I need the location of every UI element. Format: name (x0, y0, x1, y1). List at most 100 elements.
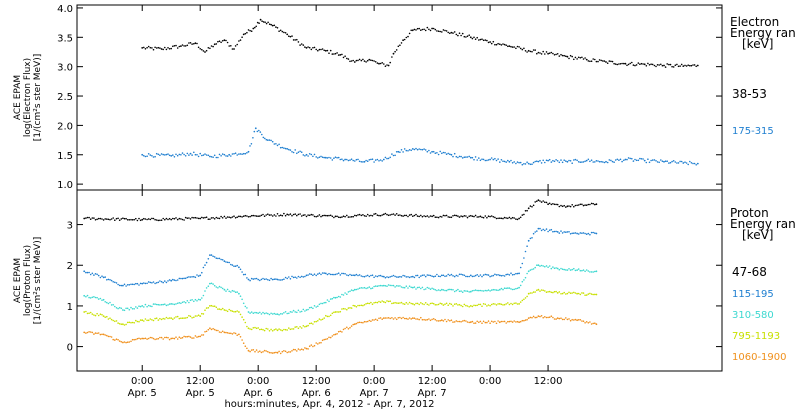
data-point (347, 159, 350, 162)
data-point (661, 160, 664, 162)
data-point (294, 39, 297, 41)
data-point (627, 63, 630, 66)
data-point (481, 216, 483, 219)
x-tick-label: 0:00 (131, 376, 153, 387)
data-point (313, 305, 316, 307)
data-point (428, 304, 430, 306)
data-point (268, 351, 271, 354)
data-point (610, 60, 612, 63)
data-point (139, 282, 142, 285)
data-point (563, 318, 565, 321)
data-point (542, 200, 544, 202)
legend-title: Energy ran (730, 26, 796, 40)
data-point (392, 284, 395, 287)
data-point (532, 315, 535, 318)
data-point (510, 45, 512, 48)
data-point (418, 148, 421, 150)
data-point (362, 161, 364, 163)
data-point (93, 217, 95, 219)
data-point (553, 267, 556, 270)
data-point (392, 302, 395, 304)
data-point (307, 46, 309, 48)
data-point (141, 47, 144, 49)
data-point (279, 329, 282, 331)
data-point (545, 265, 548, 267)
y-axis-label: log(Electron Flux) (23, 58, 33, 137)
y-tick-label: 1.5 (57, 151, 73, 162)
data-point (189, 336, 192, 338)
data-point (523, 47, 525, 50)
data-point (355, 288, 358, 291)
data-point (378, 317, 380, 320)
data-point (598, 59, 601, 61)
data-point (563, 291, 565, 294)
data-point (484, 159, 487, 162)
data-point (374, 318, 377, 321)
data-point (494, 43, 496, 46)
data-point (405, 301, 408, 304)
data-point (201, 216, 203, 219)
data-point (347, 216, 350, 218)
data-point (236, 154, 238, 156)
data-point (97, 332, 100, 334)
data-point (218, 285, 221, 288)
data-point (389, 61, 392, 64)
data-point (223, 260, 226, 263)
data-point (209, 155, 211, 158)
data-point (595, 323, 598, 326)
data-point (273, 312, 276, 315)
data-point (540, 289, 543, 291)
data-point (341, 53, 343, 56)
data-point (447, 273, 450, 276)
data-point (267, 213, 269, 215)
data-point (114, 219, 116, 221)
data-point (199, 335, 202, 338)
data-point (205, 216, 208, 218)
data-point (147, 281, 150, 283)
data-point (276, 351, 279, 354)
data-point (183, 301, 185, 303)
data-point (619, 63, 622, 65)
data-point (400, 276, 403, 278)
data-point (663, 64, 665, 67)
data-point (152, 281, 155, 283)
data-point (238, 333, 240, 336)
data-point (254, 350, 256, 353)
data-point (308, 153, 311, 155)
data-point (368, 58, 371, 61)
data-point (370, 59, 372, 61)
data-point (346, 274, 348, 276)
data-point (529, 50, 532, 53)
data-point (469, 321, 472, 324)
data-point (589, 233, 591, 236)
data-point (164, 303, 166, 306)
data-point (555, 290, 557, 293)
data-point (350, 274, 353, 277)
data-point (573, 159, 575, 161)
data-point (576, 292, 578, 295)
data-point (366, 160, 369, 162)
data-point (469, 156, 472, 159)
data-point (397, 317, 400, 319)
data-point (423, 148, 425, 150)
data-point (521, 299, 524, 302)
data-point (342, 328, 345, 331)
data-point (561, 318, 564, 321)
data-point (507, 217, 509, 220)
data-point (109, 335, 111, 338)
data-point (669, 161, 672, 164)
data-point (317, 157, 319, 159)
data-point (255, 215, 258, 217)
data-point (548, 229, 551, 231)
data-point (120, 284, 123, 287)
data-point (279, 279, 282, 281)
data-point (560, 293, 562, 295)
data-point (175, 44, 177, 47)
data-point (357, 304, 359, 307)
data-point (144, 218, 147, 220)
data-point (685, 162, 688, 164)
data-point (386, 276, 388, 278)
data-point (527, 270, 530, 273)
data-point (486, 216, 488, 219)
data-point (263, 329, 266, 332)
